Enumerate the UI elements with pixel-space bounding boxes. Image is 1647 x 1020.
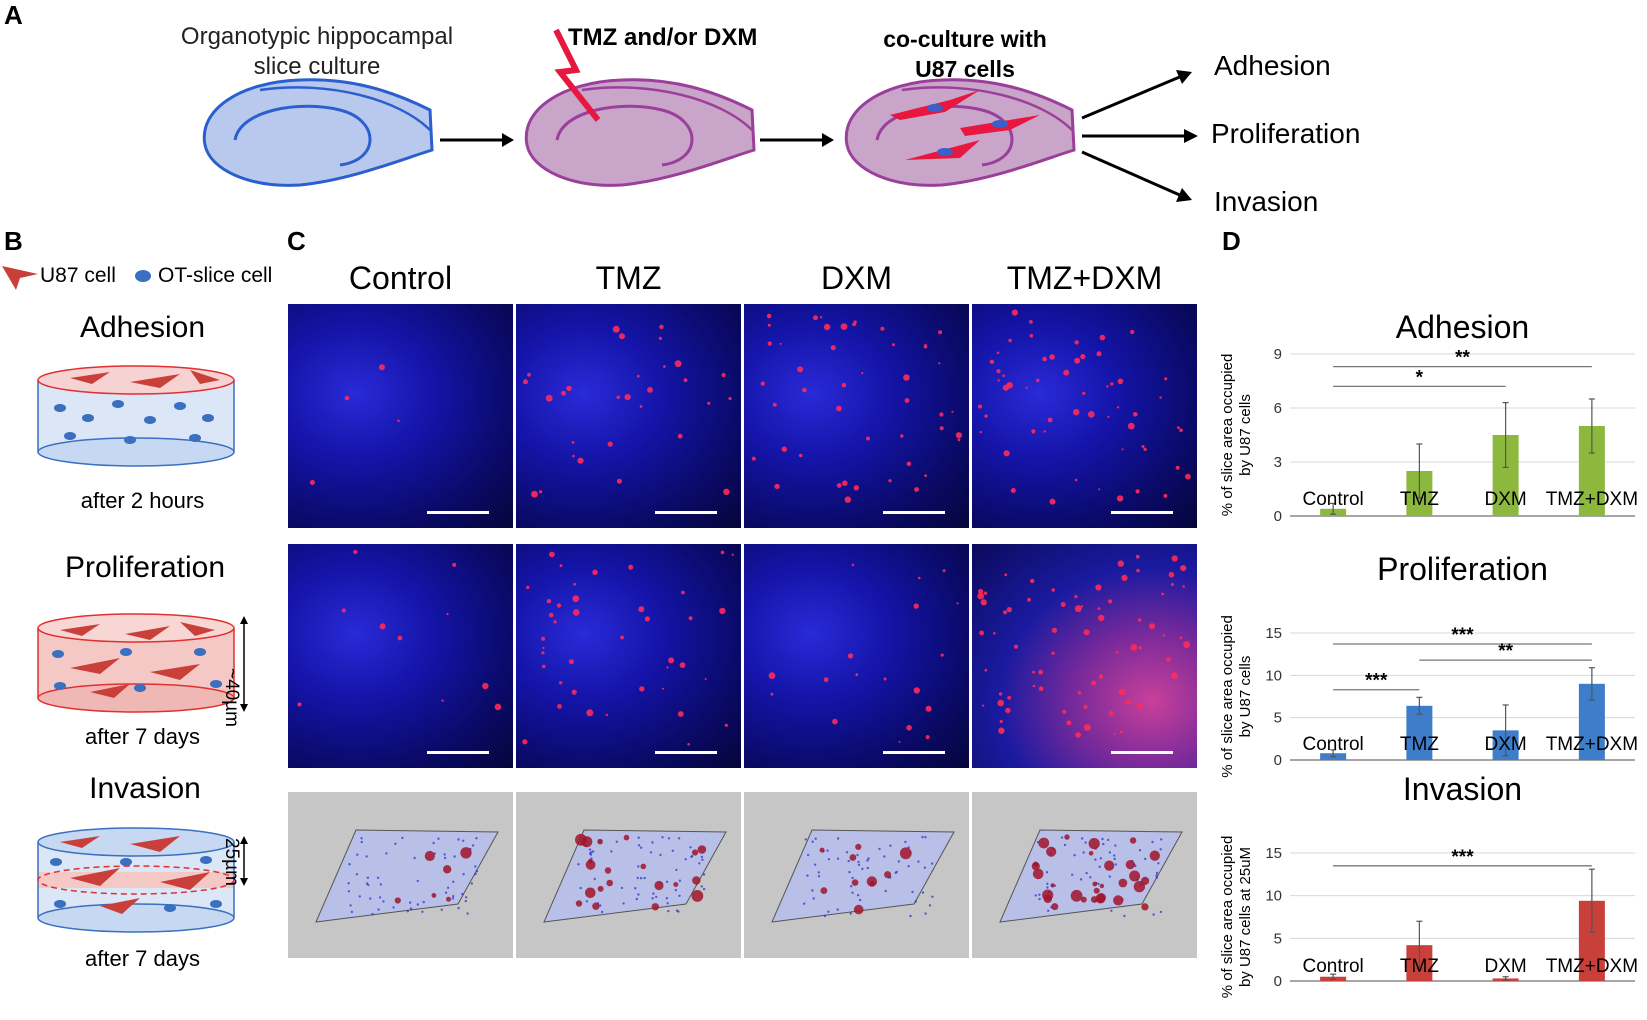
image-adhesion-dxm <box>744 304 969 528</box>
assay-time-invasion: after 7 days <box>85 946 200 971</box>
chart-ytick-1-2: 10 <box>1265 667 1282 684</box>
step2-label: TMZ and/or DXM <box>568 24 758 51</box>
arrow-invasion <box>1081 150 1183 198</box>
chart-sig-label-1-2: *** <box>1365 671 1388 692</box>
chart-ylabel-1-0: % of slice area occupied <box>1219 615 1236 778</box>
chart-sig-label-0-0: * <box>1416 367 1424 388</box>
assay-title-adhesion: Adhesion <box>79 311 206 344</box>
assay-title-proliferation: Proliferation <box>64 551 226 584</box>
col-header-tmz-dxm: TMZ+DXM <box>1006 260 1163 296</box>
chart-category-0-2: DXM <box>1485 489 1527 510</box>
chart-ylabel-2-1: by U87 cells at 25uM <box>1237 847 1254 987</box>
chart-category-2-2: DXM <box>1485 956 1527 977</box>
hippocampal-slice-1 <box>202 78 434 187</box>
step1-line2: slice culture <box>253 53 381 80</box>
volume-invasion-tmz-dxm <box>972 792 1197 958</box>
volume-invasion-tmz <box>516 792 741 958</box>
chart-ytick-0-1: 3 <box>1274 454 1282 471</box>
image-adhesion-control <box>288 304 513 528</box>
hippocampal-slice-2 <box>524 78 756 187</box>
panel-letter-a: A <box>4 0 23 30</box>
panel-letter-d: D <box>1222 226 1241 256</box>
assay-time-adhesion: after 2 hours <box>80 488 205 513</box>
chart-category-2-0: Control <box>1303 956 1364 977</box>
chart-category-0-3: TMZ+DXM <box>1546 489 1638 510</box>
image-proliferation-dxm <box>744 544 969 768</box>
outcome-invasion: Invasion <box>1214 186 1319 217</box>
chart-category-0-1: TMZ <box>1400 489 1439 510</box>
image-proliferation-tmz <box>516 544 741 768</box>
volume-invasion-dxm <box>744 792 969 958</box>
chart-ylabel-0-0: % of slice area occupied <box>1219 354 1236 517</box>
chart-category-1-1: TMZ <box>1400 734 1439 755</box>
chart-ytick-0-2: 6 <box>1274 400 1282 417</box>
outcome-proliferation: Proliferation <box>1211 118 1361 149</box>
volume-invasion-control <box>288 792 513 958</box>
lightning-bolt-icon <box>553 28 601 122</box>
chart-ytick-2-0: 0 <box>1274 973 1282 990</box>
chart-ytick-0-0: 0 <box>1274 508 1282 525</box>
step3-label: co-culture with U87 cells <box>860 24 1070 84</box>
image-proliferation-tmz-dxm <box>972 544 1197 768</box>
step3-line2: U87 cells <box>915 56 1015 82</box>
chart-sig-label-1-1: ** <box>1498 641 1513 662</box>
chart-category-2-3: TMZ+DXM <box>1546 956 1638 977</box>
col-header-tmz: TMZ <box>595 260 662 296</box>
arrow-adhesion <box>1081 74 1183 120</box>
invasion-cylinder <box>37 827 248 933</box>
chart-title-0: Adhesion <box>1396 309 1529 345</box>
step1-line1: Organotypic hippocampal <box>180 23 454 50</box>
legend-ot: OT-slice cell <box>158 264 273 287</box>
chart-category-1-2: DXM <box>1485 734 1527 755</box>
image-adhesion-tmz-dxm <box>972 304 1197 528</box>
panel-d-charts: Adhesion% of slice area occupied by U87 c… <box>1219 309 1638 999</box>
chart-sig-label-2-0: *** <box>1451 847 1474 868</box>
chart-category-2-1: TMZ <box>1400 956 1439 977</box>
chart-ylabel-2-0: % of slice area occupied <box>1219 836 1236 999</box>
chart-ytick-1-3: 15 <box>1265 625 1282 642</box>
adhesion-cylinder <box>37 365 235 467</box>
chart-ytick-1-0: 0 <box>1274 752 1282 769</box>
chart-ylabel-1-1: by U87 cells <box>1237 656 1254 738</box>
panel-a-diagram <box>202 28 1198 202</box>
chart-ytick-1-1: 5 <box>1274 710 1282 727</box>
col-header-dxm: DXM <box>820 260 893 296</box>
col-header-control: Control <box>348 260 453 296</box>
chart-ytick-2-2: 10 <box>1265 888 1282 905</box>
chart-sig-label-1-0: *** <box>1451 625 1474 646</box>
legend-u87: U87 cell <box>40 264 116 287</box>
chart-category-1-3: TMZ+DXM <box>1546 734 1638 755</box>
panel-letter-b: B <box>4 226 23 256</box>
step3-line1: co-culture with <box>883 26 1047 52</box>
chart-ylabel-0-1: by U87 cells <box>1237 394 1254 476</box>
chart-sig-label-0-1: ** <box>1455 348 1470 369</box>
image-adhesion-tmz <box>516 304 741 528</box>
chart-ytick-2-1: 5 <box>1274 930 1282 947</box>
proliferation-cylinder <box>37 613 248 713</box>
u87-cell-icon <box>2 266 38 290</box>
chart-category-0-0: Control <box>1303 489 1364 510</box>
assay-time-proliferation: after 7 days <box>85 724 200 749</box>
image-proliferation-control <box>288 544 513 768</box>
chart-title-2: Invasion <box>1403 771 1522 807</box>
depth-label-25: 25µm <box>221 838 242 886</box>
chart-ytick-0-3: 9 <box>1274 346 1282 363</box>
hippocampal-slice-3 <box>844 78 1076 187</box>
assay-title-invasion: Invasion <box>89 772 201 805</box>
outcome-adhesion: Adhesion <box>1214 50 1331 81</box>
ot-slice-cell-icon <box>135 270 151 282</box>
panel-letter-c: C <box>287 226 306 256</box>
chart-ytick-2-3: 15 <box>1265 845 1282 862</box>
depth-label-40: ~40µm <box>221 668 242 728</box>
chart-category-1-0: Control <box>1303 734 1364 755</box>
chart-title-1: Proliferation <box>1377 551 1548 587</box>
step1-label: Organotypic hippocampal slice culture <box>172 22 462 82</box>
